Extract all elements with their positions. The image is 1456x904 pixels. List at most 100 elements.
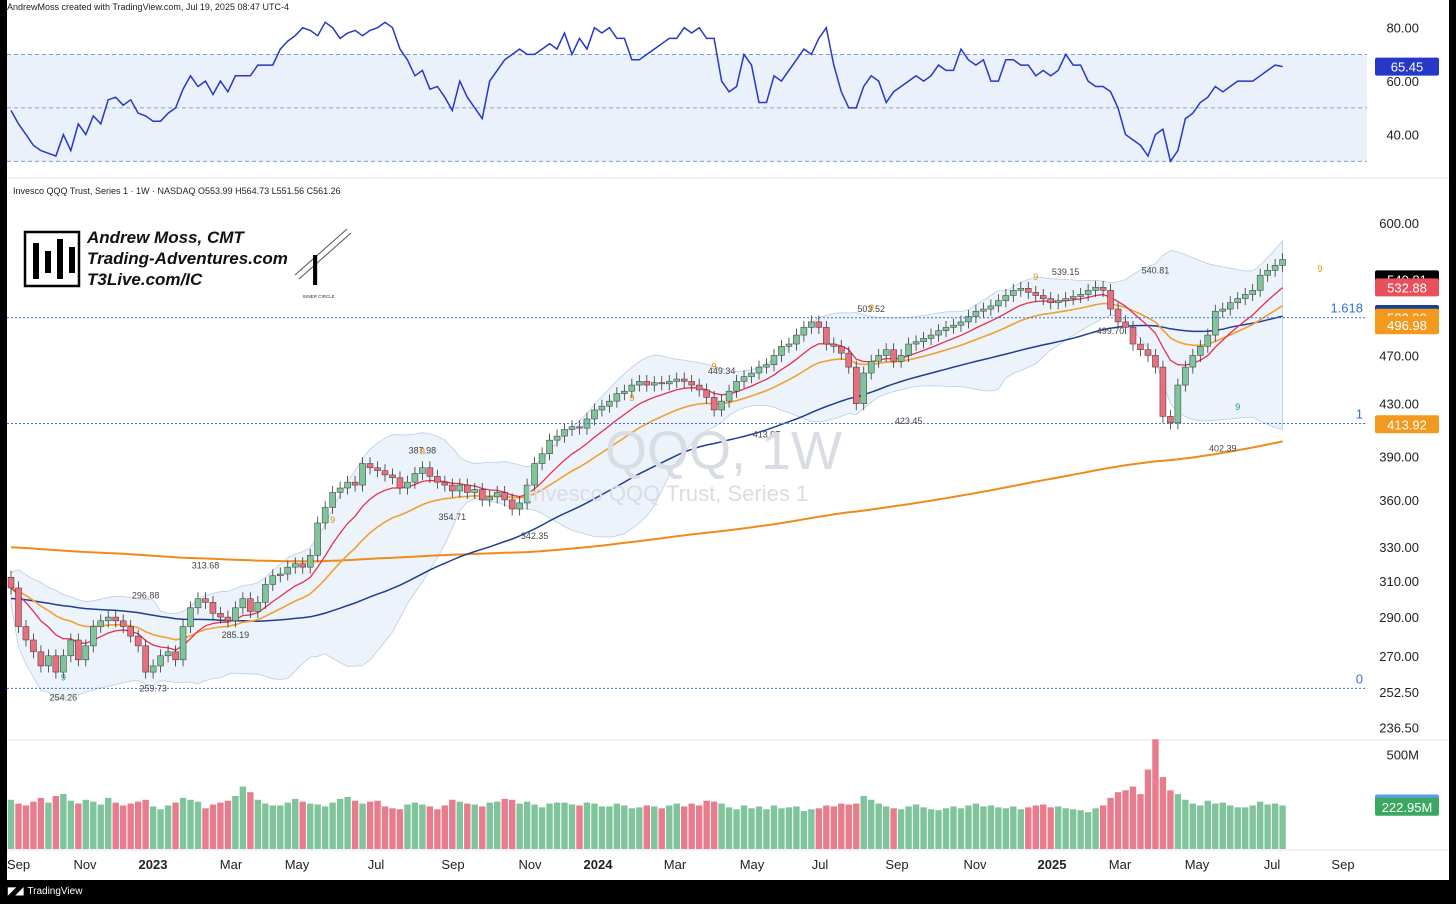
volume-bar[interactable] (770, 805, 778, 849)
candle-body[interactable] (643, 381, 651, 386)
volume-bar[interactable] (1107, 797, 1114, 849)
candle-body[interactable] (464, 484, 471, 493)
candle-body[interactable] (553, 435, 561, 441)
candle-body[interactable] (905, 343, 912, 356)
volume-bar[interactable] (419, 804, 426, 849)
volume-bar[interactable] (980, 806, 987, 849)
volume-bar[interactable] (905, 806, 912, 849)
candle-body[interactable] (538, 453, 546, 464)
volume-bar[interactable] (351, 800, 359, 849)
candle-body[interactable] (1002, 295, 1010, 301)
volume-bar[interactable] (456, 801, 463, 849)
candle-body[interactable] (45, 655, 52, 667)
volume-bar[interactable] (30, 801, 37, 849)
candle-body[interactable] (314, 522, 321, 556)
volume-bar[interactable] (292, 798, 299, 849)
volume-bar[interactable] (1204, 800, 1211, 849)
candle-body[interactable] (164, 651, 172, 657)
volume-bar[interactable] (299, 801, 306, 849)
volume-bar[interactable] (606, 806, 613, 849)
candle-body[interactable] (980, 308, 987, 312)
candle-body[interactable] (1241, 294, 1249, 299)
volume-bar[interactable] (194, 801, 202, 849)
candle-body[interactable] (920, 338, 927, 343)
sma50-line[interactable] (10, 315, 1283, 622)
candle-body[interactable] (1182, 366, 1189, 386)
volume-bar[interactable] (710, 801, 718, 849)
candle-body[interactable] (598, 405, 606, 411)
candle-body[interactable] (262, 584, 269, 603)
volume-bar[interactable] (1032, 805, 1039, 849)
volume-bar[interactable] (636, 807, 643, 849)
candle-body[interactable] (127, 626, 134, 637)
candle-body[interactable] (396, 477, 404, 489)
candle-body[interactable] (22, 626, 30, 641)
chart-area[interactable]: 65.45 1.618 1 0 254.26 259.73 296.88 313.68 285… (7, 7, 1449, 880)
volume-bar[interactable] (404, 804, 411, 849)
volume-bar[interactable] (426, 806, 434, 849)
volume-bar[interactable] (441, 805, 449, 849)
volume-bar[interactable] (1002, 808, 1010, 849)
volume-bar[interactable] (972, 803, 980, 849)
volume-bar[interactable] (1055, 806, 1062, 849)
volume-bar[interactable] (531, 804, 538, 849)
volume-bar[interactable] (209, 804, 217, 849)
volume-bar[interactable] (120, 805, 127, 849)
candle-body[interactable] (478, 489, 486, 501)
volume-bar[interactable] (284, 802, 291, 849)
candle-body[interactable] (254, 602, 262, 612)
candle-body[interactable] (1189, 355, 1197, 368)
volume-bar[interactable] (307, 803, 314, 849)
volume-bar[interactable] (1122, 790, 1129, 849)
candle-body[interactable] (441, 481, 449, 486)
candle-body[interactable] (1204, 334, 1212, 347)
candle-body[interactable] (1264, 270, 1271, 276)
volume-bar[interactable] (75, 803, 82, 849)
candle-body[interactable] (1249, 290, 1256, 295)
volume-bar[interactable] (868, 799, 875, 849)
candle-body[interactable] (935, 330, 942, 336)
volume-bar[interactable] (695, 805, 703, 849)
candle-body[interactable] (523, 484, 531, 504)
candle-body[interactable] (75, 639, 82, 661)
volume-bar[interactable] (269, 805, 276, 849)
volume-bar[interactable] (823, 805, 830, 849)
candle-body[interactable] (1174, 384, 1182, 424)
volume-bar[interactable] (538, 807, 546, 849)
volume-bar[interactable] (471, 804, 478, 849)
volume-bar[interactable] (755, 806, 763, 849)
volume-bar[interactable] (381, 806, 389, 849)
candle-body[interactable] (104, 616, 112, 622)
volume-bar[interactable] (1249, 805, 1256, 849)
volume-bar[interactable] (494, 801, 501, 849)
volume-bar[interactable] (875, 803, 882, 849)
candle-body[interactable] (269, 575, 277, 585)
volume-bar[interactable] (1084, 812, 1092, 849)
candle-body[interactable] (404, 481, 411, 489)
volume-bar[interactable] (845, 804, 852, 849)
candle-body[interactable] (501, 492, 508, 501)
candle-body[interactable] (830, 343, 838, 347)
volume-bar[interactable] (800, 811, 808, 849)
volume-bar[interactable] (897, 809, 905, 849)
candle-body[interactable] (793, 334, 800, 345)
volume-bar[interactable] (815, 808, 823, 849)
volume-bar[interactable] (172, 802, 179, 849)
candle-body[interactable] (815, 321, 823, 328)
volume-bar[interactable] (1129, 786, 1137, 849)
candle-body[interactable] (987, 305, 995, 310)
candle-body[interactable] (30, 639, 37, 653)
volume-bar[interactable] (7, 799, 15, 849)
candle-body[interactable] (1271, 265, 1279, 271)
candle-body[interactable] (291, 563, 299, 568)
volume-bar[interactable] (1219, 802, 1226, 849)
volume-bar[interactable] (935, 810, 942, 849)
candle-body[interactable] (860, 372, 867, 404)
volume-bar[interactable] (389, 808, 396, 849)
candle-body[interactable] (546, 439, 553, 455)
candle-body[interactable] (680, 378, 688, 382)
volume-bar[interactable] (1212, 803, 1219, 849)
candle-body[interactable] (1092, 287, 1099, 291)
volume-bar[interactable] (965, 805, 972, 849)
volume-bar[interactable] (374, 800, 381, 849)
